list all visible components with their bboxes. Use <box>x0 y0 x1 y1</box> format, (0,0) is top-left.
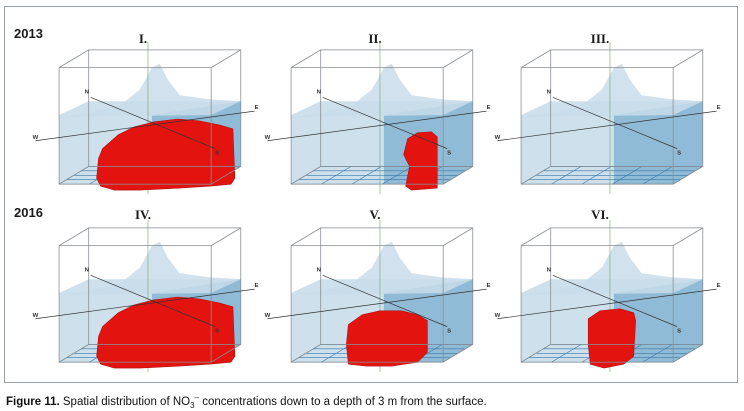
panel-label-iii: III. <box>590 31 610 46</box>
compass-w: W <box>495 313 501 319</box>
terrain-surface <box>291 241 473 296</box>
caption-text-after: concentrations down to a depth of 3 m fr… <box>199 395 487 408</box>
compass-n: N <box>85 89 89 95</box>
panel-label-iv: IV. <box>134 207 152 222</box>
compass-w: W <box>265 135 271 141</box>
compass-n: N <box>317 267 321 273</box>
block-model-v: N E W S <box>265 219 491 373</box>
nitrate-plume <box>346 310 428 367</box>
block-model-vi: N E W S <box>495 219 721 373</box>
year-label-2016: 2016 <box>14 205 43 220</box>
compass-s: S <box>677 151 681 157</box>
figure-caption: Figure 11. Spatial distribution of NO3– … <box>6 393 487 410</box>
panel-label-ii: II. <box>368 31 382 46</box>
caption-superscript: – <box>194 393 199 402</box>
terrain-surface <box>521 241 703 296</box>
compass-w: W <box>495 135 501 141</box>
compass-n: N <box>317 89 321 95</box>
compass-s: S <box>215 151 219 157</box>
compass-s: S <box>677 329 681 335</box>
nitrate-plume <box>403 131 438 191</box>
compass-s: S <box>215 329 219 335</box>
compass-e: E <box>487 283 491 289</box>
terrain-surface <box>59 63 241 118</box>
caption-figure-label: Figure 11. <box>6 395 60 408</box>
panel-label-i: I. <box>138 31 148 46</box>
caption-text-before: Spatial distribution of NO <box>59 395 191 408</box>
block-model-iv: N E W S <box>33 219 259 373</box>
compass-n: N <box>85 267 89 273</box>
block-model-ii: N E W S <box>265 41 491 195</box>
compass-w: W <box>33 313 39 319</box>
panel-label-v: V. <box>369 207 381 222</box>
terrain-surface <box>59 241 241 296</box>
compass-s: S <box>447 329 451 335</box>
terrain-surface <box>291 63 473 118</box>
block-model-i: N E W S <box>33 41 259 195</box>
nitrate-plume <box>96 296 236 369</box>
compass-e: E <box>717 105 721 111</box>
compass-n: N <box>547 267 551 273</box>
compass-e: E <box>487 105 491 111</box>
compass-e: E <box>255 105 259 111</box>
compass-w: W <box>33 135 39 141</box>
year-label-2013: 2013 <box>14 26 43 41</box>
compass-w: W <box>265 313 271 319</box>
block-model-iii: N E W S <box>495 41 721 195</box>
compass-s: S <box>447 151 451 157</box>
terrain-surface <box>521 63 703 118</box>
nitrate-plume <box>96 118 236 191</box>
compass-e: E <box>255 283 259 289</box>
nitrate-plume <box>587 308 636 369</box>
panel-label-vi: VI. <box>591 207 609 222</box>
caption-subscript: 3 <box>190 401 195 411</box>
compass-n: N <box>547 89 551 95</box>
compass-e: E <box>717 283 721 289</box>
